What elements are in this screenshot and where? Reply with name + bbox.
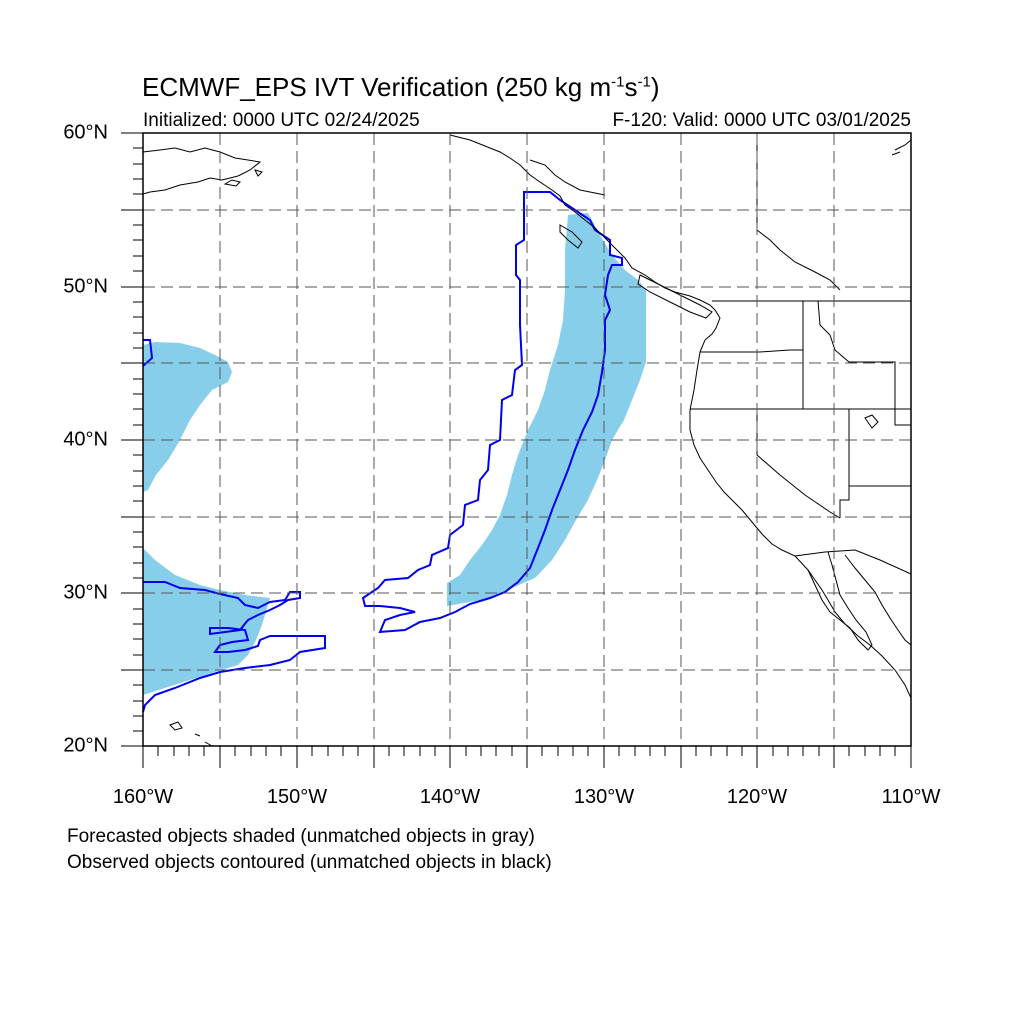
observed-note: Observed objects contoured (unmatched ob… — [67, 852, 552, 873]
hawaii-islands — [169, 721, 213, 747]
alaska-islands — [223, 169, 263, 187]
gulf-coast-mainland — [844, 554, 912, 646]
ne-coast-fragment — [891, 139, 912, 156]
baja-california — [807, 551, 873, 651]
forecast-object-west-upper — [143, 342, 232, 492]
lon-label-150w: 150°W — [266, 786, 328, 808]
valid-time: F-120: Valid: 0000 UTC 03/01/2025 — [612, 110, 911, 131]
alaska-coast — [142, 147, 262, 195]
vancouver-island — [637, 274, 713, 319]
lat-label-60n: 60°N — [63, 121, 108, 144]
observed-contour-arc — [361, 191, 623, 634]
lon-label-140w: 140°W — [419, 786, 481, 808]
forecast-object-west-lower — [143, 548, 270, 695]
nevada-east-border — [839, 409, 850, 518]
lon-label-160w: 160°W — [112, 786, 174, 808]
us-west-coast — [689, 351, 912, 699]
lat-label-20n: 20°N — [63, 734, 108, 757]
initialized-time: Initialized: 0000 UTC 02/24/2025 — [143, 110, 420, 131]
canada-province-line — [756, 133, 841, 291]
wa-or-border — [700, 349, 803, 353]
observed-contour-west-top — [142, 339, 154, 367]
chart-title: ECMWF_EPS IVT Verification (250 kg m-1s-… — [142, 72, 660, 102]
lon-label-110w: 110°W — [881, 786, 941, 808]
lon-label-130w: 130°W — [573, 786, 635, 808]
lat-label-40n: 40°N — [63, 428, 108, 451]
bc-coast — [449, 134, 721, 353]
forecast-note: Forecasted objects shaded (unmatched obj… — [67, 826, 535, 847]
great-salt-lake — [864, 414, 879, 429]
lat-label-30n: 30°N — [63, 581, 108, 604]
haida-gwaii — [559, 224, 583, 249]
ca-nv-border — [756, 409, 841, 519]
idaho-mt-border — [817, 300, 911, 426]
forecast-object-arc — [447, 213, 646, 606]
us-mexico-border — [794, 549, 912, 575]
bc-inner-border — [529, 159, 606, 196]
observed-contour-west-lower — [142, 581, 326, 713]
lat-label-50n: 50°N — [63, 275, 108, 298]
lon-label-120w: 120°W — [726, 786, 788, 808]
